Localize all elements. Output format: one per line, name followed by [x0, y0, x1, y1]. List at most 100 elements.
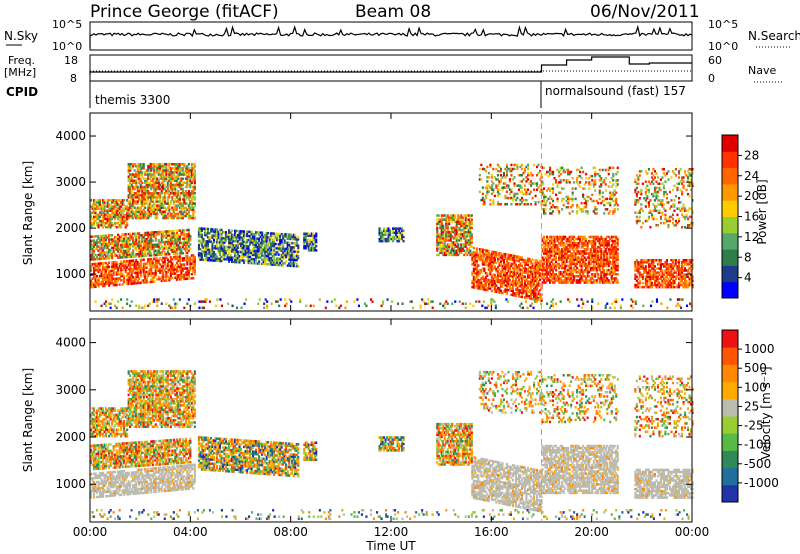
rti-cell: [171, 216, 174, 220]
rti-cell: [169, 177, 172, 180]
rti-cell: [478, 283, 481, 286]
rti-cell: [591, 266, 594, 270]
rti-cell: [307, 238, 310, 242]
rti-cell: [102, 249, 105, 252]
rti-cell: [255, 258, 258, 261]
rti-cell: [549, 281, 552, 284]
rti-cell: [123, 243, 126, 247]
rti-cell: [580, 250, 583, 253]
rti-cell: [543, 241, 546, 245]
rti-cell: [94, 241, 97, 244]
rti-cell: [150, 252, 153, 255]
rti-cell: [106, 199, 109, 202]
rti-cell: [159, 202, 162, 205]
rti-cell: [106, 219, 109, 223]
rti-cell: [112, 261, 115, 264]
rti-cell: [268, 246, 271, 250]
rti-cell: [495, 288, 498, 292]
rti-cell: [99, 255, 102, 259]
rti-cell: [565, 270, 568, 274]
rti-cell: [114, 254, 117, 257]
rti-cell: [215, 259, 218, 262]
rti-cell: [577, 252, 580, 255]
rti-cell: [384, 239, 387, 243]
rti-cell: [234, 252, 237, 255]
rti-cell: [250, 237, 253, 240]
rti-cell: [109, 219, 112, 223]
rti-cell: [197, 254, 200, 257]
rti-cell: [224, 249, 227, 253]
rti-cell: [537, 280, 540, 283]
rti-cell: [141, 216, 144, 220]
rti-cell: [127, 163, 130, 166]
rti-cell: [156, 177, 159, 180]
rti-cell: [94, 203, 97, 206]
rti-cell: [472, 282, 475, 285]
rti-cell: [99, 215, 102, 219]
rti-cell: [507, 276, 510, 279]
rti-cell: [187, 206, 190, 209]
rti-cell: [480, 248, 483, 251]
rti-cell: [189, 247, 192, 250]
rti-cell: [118, 262, 121, 266]
rti-cell: [153, 231, 156, 234]
rti-cell: [171, 189, 174, 193]
rti-cell: [109, 224, 112, 227]
rti-cell: [106, 255, 109, 258]
rti-cell: [184, 181, 187, 185]
rti-cell: [514, 203, 517, 206]
rti-cell: [103, 251, 106, 254]
rti-cell: [499, 285, 502, 288]
rti-cell: [180, 214, 183, 218]
rti-cell: [490, 188, 493, 191]
rti-cell: [583, 241, 586, 245]
rti-cell: [262, 248, 265, 251]
rti-cell: [474, 280, 477, 283]
rti-cell: [550, 237, 553, 241]
rti-cell: [457, 216, 460, 219]
rti-cell: [96, 241, 99, 244]
rti-cell: [129, 187, 132, 191]
rti-cell: [249, 251, 252, 254]
rti-cell: [589, 281, 592, 284]
rti-cell: [303, 242, 306, 246]
rti-cell: [505, 190, 508, 194]
rti-cell: [550, 248, 553, 251]
rti-cell: [576, 252, 579, 255]
rti-cell: [183, 163, 186, 166]
rti-cell: [130, 189, 133, 193]
rti-cell: [136, 169, 139, 172]
rti-cell: [288, 233, 291, 236]
rti-cell: [261, 241, 264, 245]
rti-cell: [283, 235, 286, 238]
rti-cell: [138, 234, 141, 237]
rti-cell: [253, 241, 256, 244]
rti-cell: [180, 169, 183, 172]
rti-cell: [147, 233, 150, 237]
rti-cell: [555, 258, 558, 261]
rti-cell: [594, 248, 597, 251]
rti-cell: [112, 265, 115, 268]
rti-cell: [539, 293, 542, 296]
rti-cell: [187, 210, 190, 214]
rti-cell: [550, 264, 553, 268]
rti-cell: [130, 280, 133, 283]
rti-cell: [141, 258, 144, 262]
rti-cell: [528, 192, 531, 196]
rti-cell: [574, 256, 577, 259]
rti-cell: [172, 248, 175, 251]
rti-cell: [145, 281, 148, 284]
rti-cell: [592, 237, 595, 241]
rti-cell: [151, 235, 154, 238]
rti-cell: [546, 279, 549, 282]
rti-cell: [519, 270, 522, 273]
rti-cell: [582, 241, 585, 245]
rti-cell: [162, 271, 165, 274]
rti-cell: [166, 181, 169, 185]
rti-cell: [478, 248, 481, 251]
rti-cell: [543, 252, 546, 255]
rti-cell: [487, 249, 490, 253]
rti-cell: [103, 203, 106, 206]
rti-cell: [166, 230, 169, 233]
rti-cell: [157, 167, 160, 170]
